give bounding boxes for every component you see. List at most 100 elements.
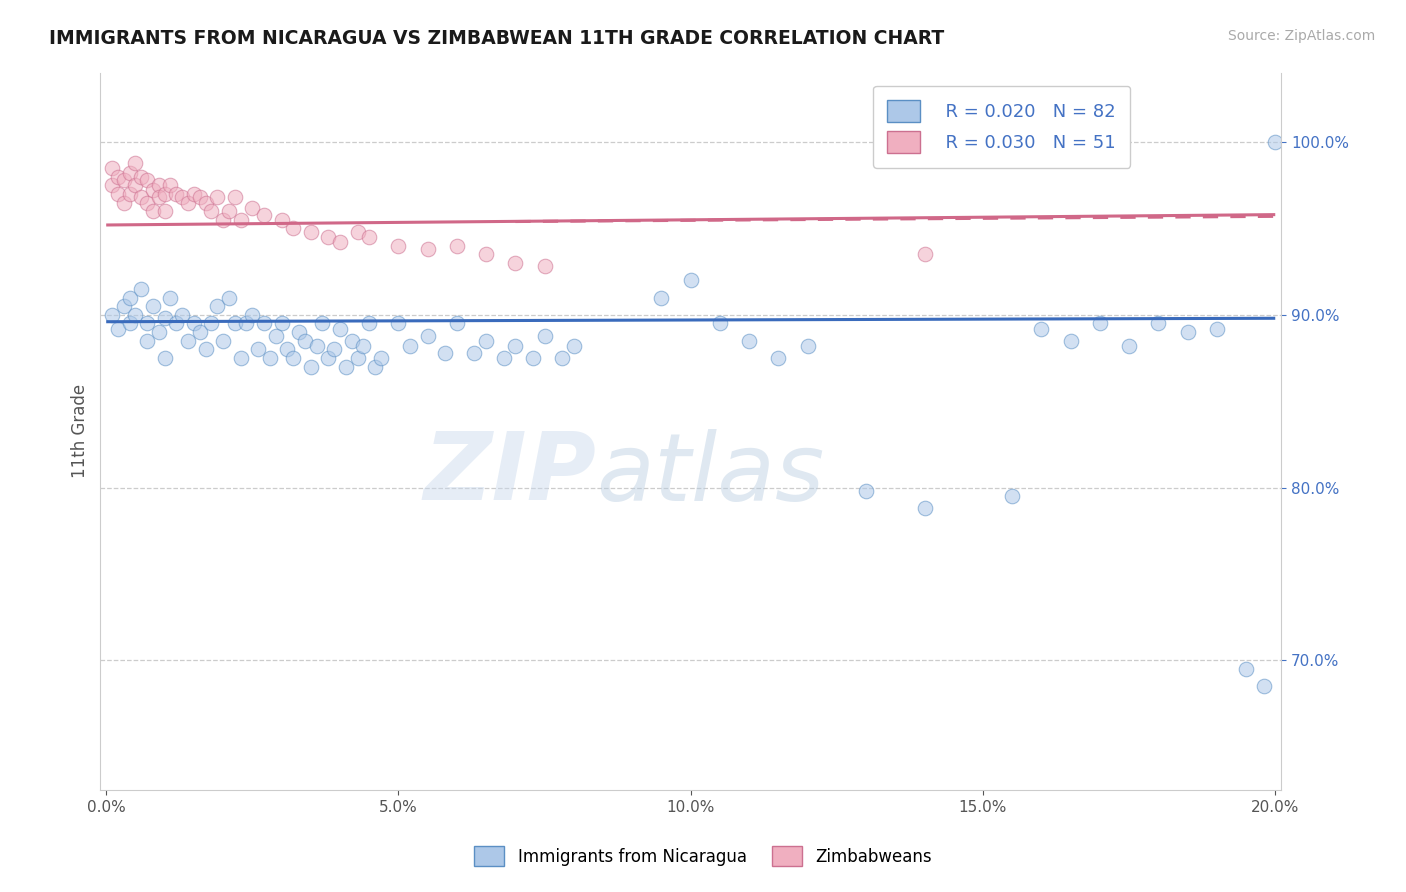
Point bbox=[709, 317, 731, 331]
Point bbox=[107, 186, 129, 201]
Point bbox=[200, 204, 222, 219]
Point bbox=[533, 260, 555, 274]
Point bbox=[679, 273, 702, 287]
Point bbox=[1001, 489, 1024, 503]
Point bbox=[153, 351, 176, 365]
Point bbox=[153, 204, 176, 219]
Point bbox=[107, 321, 129, 335]
Point bbox=[359, 230, 381, 244]
Point bbox=[475, 334, 498, 348]
Point bbox=[177, 195, 200, 210]
Point bbox=[475, 247, 498, 261]
Point bbox=[283, 221, 305, 235]
Point bbox=[352, 339, 374, 353]
Point bbox=[124, 178, 146, 193]
Point bbox=[194, 343, 217, 357]
Point bbox=[218, 204, 240, 219]
Point bbox=[142, 183, 165, 197]
Point bbox=[124, 308, 146, 322]
Point bbox=[650, 291, 672, 305]
Point bbox=[136, 173, 159, 187]
Point bbox=[329, 321, 352, 335]
Point bbox=[288, 325, 311, 339]
Point bbox=[207, 299, 229, 313]
Point bbox=[1264, 135, 1286, 149]
Point bbox=[177, 334, 200, 348]
Point bbox=[1177, 325, 1199, 339]
Point bbox=[212, 212, 235, 227]
Point bbox=[446, 238, 468, 252]
Point bbox=[112, 173, 135, 187]
Point bbox=[264, 328, 287, 343]
Point bbox=[283, 351, 305, 365]
Point bbox=[172, 308, 194, 322]
Point bbox=[1059, 334, 1081, 348]
Point bbox=[738, 334, 761, 348]
Point bbox=[136, 195, 159, 210]
Point bbox=[299, 359, 322, 374]
Point bbox=[212, 334, 235, 348]
Point bbox=[235, 317, 257, 331]
Point bbox=[399, 339, 422, 353]
Point bbox=[183, 317, 205, 331]
Point bbox=[136, 317, 159, 331]
Point bbox=[165, 317, 187, 331]
Point bbox=[299, 225, 322, 239]
Point bbox=[240, 308, 263, 322]
Point bbox=[129, 169, 152, 184]
Point bbox=[153, 311, 176, 326]
Point bbox=[387, 238, 409, 252]
Text: Source: ZipAtlas.com: Source: ZipAtlas.com bbox=[1227, 29, 1375, 43]
Point bbox=[142, 204, 165, 219]
Point bbox=[183, 186, 205, 201]
Point bbox=[914, 501, 936, 516]
Point bbox=[1205, 321, 1227, 335]
Point bbox=[416, 242, 439, 256]
Point bbox=[159, 178, 181, 193]
Point bbox=[218, 291, 240, 305]
Point bbox=[335, 359, 357, 374]
Point bbox=[1234, 662, 1257, 676]
Point bbox=[270, 212, 292, 227]
Point bbox=[387, 317, 409, 331]
Point bbox=[1253, 679, 1275, 693]
Point bbox=[172, 190, 194, 204]
Point bbox=[492, 351, 515, 365]
Point bbox=[914, 247, 936, 261]
Point bbox=[129, 190, 152, 204]
Point bbox=[346, 225, 368, 239]
Point bbox=[1088, 317, 1111, 331]
Point bbox=[194, 195, 217, 210]
Point bbox=[247, 343, 270, 357]
Point bbox=[200, 317, 222, 331]
Point bbox=[446, 317, 468, 331]
Point bbox=[224, 190, 246, 204]
Point bbox=[270, 317, 292, 331]
Point bbox=[768, 351, 790, 365]
Point bbox=[207, 190, 229, 204]
Point bbox=[340, 334, 363, 348]
Text: ZIP: ZIP bbox=[423, 428, 596, 520]
Legend:   R = 0.020   N = 82,   R = 0.030   N = 51: R = 0.020 N = 82, R = 0.030 N = 51 bbox=[873, 86, 1130, 168]
Point bbox=[463, 346, 485, 360]
Point bbox=[188, 325, 211, 339]
Point bbox=[148, 190, 170, 204]
Point bbox=[101, 161, 124, 175]
Point bbox=[129, 282, 152, 296]
Point bbox=[1118, 339, 1140, 353]
Point bbox=[153, 186, 176, 201]
Point bbox=[434, 346, 457, 360]
Point bbox=[188, 190, 211, 204]
Point bbox=[370, 351, 392, 365]
Point bbox=[112, 195, 135, 210]
Point bbox=[165, 186, 187, 201]
Point bbox=[329, 235, 352, 250]
Point bbox=[112, 299, 135, 313]
Point bbox=[101, 308, 124, 322]
Point bbox=[259, 351, 281, 365]
Point bbox=[1147, 317, 1170, 331]
Point bbox=[118, 317, 141, 331]
Point bbox=[311, 317, 333, 331]
Point bbox=[253, 208, 276, 222]
Point bbox=[294, 334, 316, 348]
